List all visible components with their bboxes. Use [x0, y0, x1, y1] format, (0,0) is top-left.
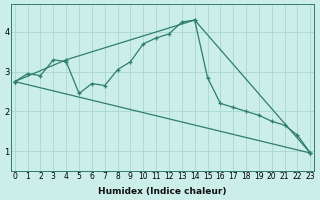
X-axis label: Humidex (Indice chaleur): Humidex (Indice chaleur) — [98, 187, 227, 196]
